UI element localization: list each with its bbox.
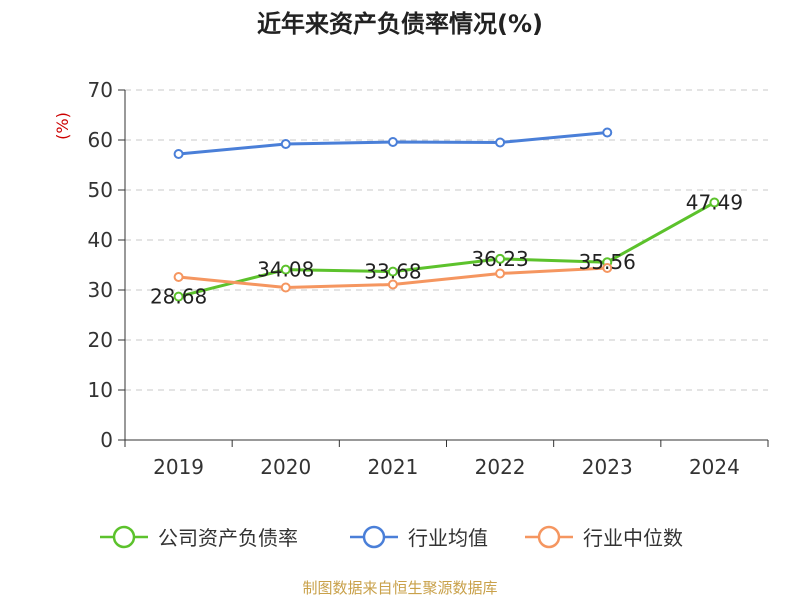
- data-label: 47.49: [686, 191, 743, 215]
- source-note: 制图数据来自恒生聚源数据库: [302, 579, 497, 597]
- grid-lines: [125, 89, 768, 391]
- legend-marker: [362, 525, 386, 549]
- x-tick-label: 2019: [153, 455, 204, 479]
- series-lines: [173, 127, 720, 302]
- x-tick-label: 2021: [367, 455, 418, 479]
- y-tick-label: 0: [100, 428, 113, 452]
- data-label: 33.68: [364, 260, 421, 284]
- data-label: 34.08: [257, 258, 314, 282]
- series-line-0: [178, 201, 716, 299]
- data-point: [280, 139, 291, 149]
- y-tick-label: 70: [88, 78, 113, 102]
- data-point: [173, 272, 184, 282]
- data-point: [387, 279, 398, 290]
- data-point: [387, 266, 398, 277]
- legend-item-1[interactable]: 行业均值: [350, 525, 488, 550]
- data-point: [280, 282, 291, 293]
- legend-item-0[interactable]: 公司资产负债率: [100, 525, 298, 550]
- data-point: [173, 291, 184, 302]
- x-tick-label: 2023: [582, 455, 633, 479]
- x-tick-label: 2022: [475, 455, 526, 479]
- legend: 公司资产负债率 行业均值 行业中位数: [100, 525, 683, 550]
- data-point: [280, 264, 291, 275]
- data-point: [602, 127, 613, 138]
- axes: 0 10 20 30 40 50 60 70 2019 2020 2021 2022 2023 2024: [88, 78, 769, 479]
- data-point: [173, 149, 184, 159]
- chart-title: 近年来资产负债率情况(%): [257, 10, 543, 38]
- data-label: 28.68: [150, 285, 207, 309]
- data-point: [387, 137, 398, 147]
- data-point: [495, 253, 506, 264]
- legend-item-2[interactable]: 行业中位数: [525, 525, 683, 550]
- legend-label: 行业中位数: [583, 526, 683, 550]
- legend-marker: [112, 525, 136, 549]
- y-tick-label: 10: [88, 378, 113, 402]
- data-labels: 28.68 34.08 33.68 36.23 35.56 47.49: [150, 191, 743, 309]
- legend-label: 行业均值: [408, 526, 488, 550]
- x-tick-label: 2024: [689, 455, 740, 479]
- y-tick-label: 40: [88, 228, 113, 252]
- y-tick-label: 20: [88, 328, 113, 352]
- y-tick-label: 50: [88, 178, 113, 202]
- data-point: [495, 137, 506, 148]
- data-point: [602, 263, 613, 273]
- x-tick-label: 2020: [260, 455, 311, 479]
- data-point: [495, 268, 506, 279]
- data-label: 36.23: [471, 247, 528, 271]
- y-tick-label: 30: [88, 278, 113, 302]
- legend-label: 公司资产负债率: [158, 526, 298, 550]
- legend-marker: [537, 525, 561, 549]
- y-tick-label: 60: [88, 128, 113, 152]
- data-label: 35.56: [579, 250, 636, 274]
- data-point: [709, 197, 720, 208]
- y-axis-unit-label: (%): [53, 112, 72, 140]
